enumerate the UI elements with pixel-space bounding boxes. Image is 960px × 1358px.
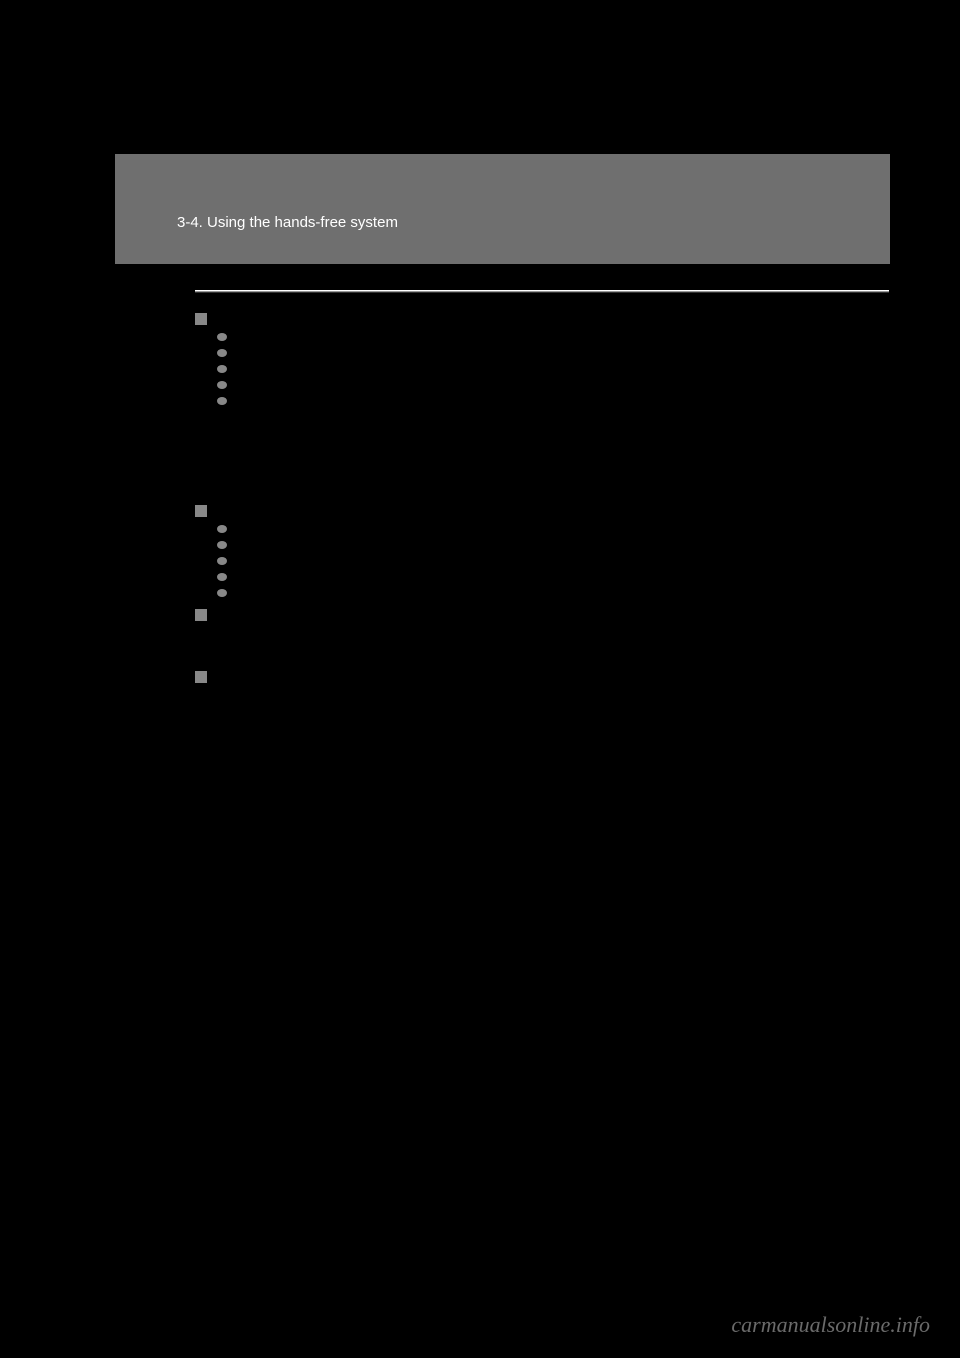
square-marker-icon: [195, 313, 207, 325]
section-3: [195, 609, 889, 621]
section-2: [195, 505, 889, 517]
bullet-icon: [217, 525, 227, 533]
bullet-icon: [217, 365, 227, 373]
header-bar: 3-4. Using the hands-free system: [115, 154, 890, 264]
section-4: [195, 671, 889, 683]
bullet-icon: [217, 349, 227, 357]
bullet-icon: [217, 557, 227, 565]
section-1: [195, 313, 889, 325]
bullet-icon: [217, 541, 227, 549]
square-marker-icon: [195, 505, 207, 517]
bullet-icon: [217, 573, 227, 581]
list-item: [217, 541, 889, 549]
list-item: [217, 557, 889, 565]
section-title: 3-4. Using the hands-free system: [177, 214, 398, 231]
list-item: [217, 333, 889, 341]
content-divider: [195, 290, 889, 293]
bullet-icon: [217, 333, 227, 341]
square-marker-icon: [195, 671, 207, 683]
list-item: [217, 573, 889, 581]
bullet-icon: [217, 381, 227, 389]
list-item: [217, 589, 889, 597]
bullet-icon: [217, 397, 227, 405]
bullet-icon: [217, 589, 227, 597]
list-item: [217, 365, 889, 373]
list-item: [217, 397, 889, 405]
list-item: [217, 525, 889, 533]
square-marker-icon: [195, 609, 207, 621]
list-item: [217, 381, 889, 389]
content-area: [195, 290, 889, 683]
watermark-text: carmanualsonline.info: [731, 1312, 930, 1338]
list-item: [217, 349, 889, 357]
